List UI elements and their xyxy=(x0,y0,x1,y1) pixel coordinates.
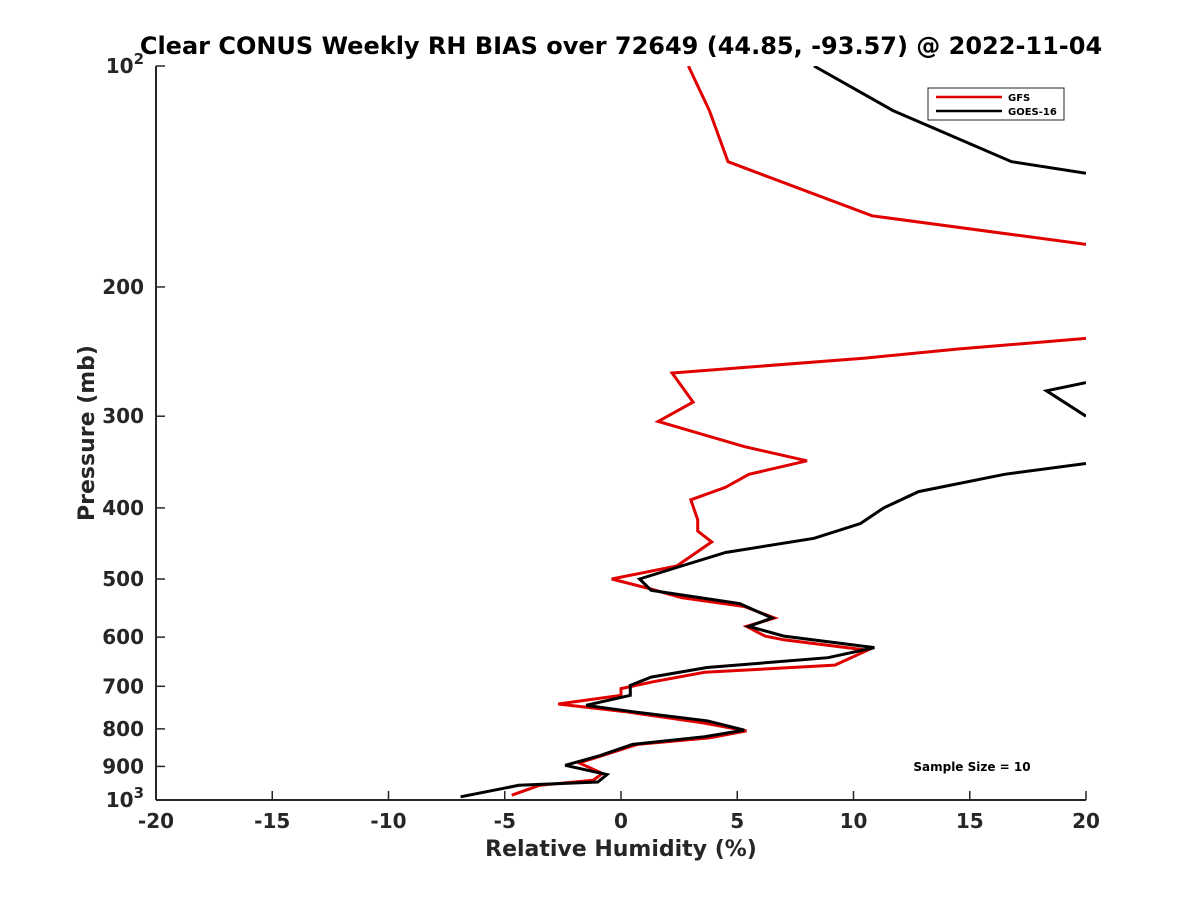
x-tick-label: -10 xyxy=(370,809,406,833)
y-tick-label: 300 xyxy=(102,404,144,428)
legend-label-goes16: GOES-16 xyxy=(1008,107,1057,118)
y-tick-label: 102 xyxy=(106,50,144,78)
x-tick-label: 20 xyxy=(1072,809,1100,833)
x-tick-label: 5 xyxy=(730,809,744,833)
y-tick-label: 400 xyxy=(102,496,144,520)
x-tick-label: 10 xyxy=(840,809,868,833)
x-tick-label: -15 xyxy=(254,809,290,833)
y-tick-label: 200 xyxy=(102,275,144,299)
y-tick-label: 900 xyxy=(102,754,144,778)
y-axis-label: Pressure (mb) xyxy=(75,345,100,521)
plot-area xyxy=(156,66,1086,800)
legend-label-gfs: GFS xyxy=(1008,93,1030,104)
legend: GFS GOES-16 xyxy=(927,87,1065,121)
x-tick-label: -20 xyxy=(138,809,174,833)
series-line-goes16 xyxy=(460,66,1086,799)
y-tick-label: 500 xyxy=(102,567,144,591)
y-tick-label: 700 xyxy=(102,674,144,698)
x-tick-label: 15 xyxy=(956,809,984,833)
sample-size-annotation: Sample Size = 10 xyxy=(913,760,1030,774)
series-layer xyxy=(460,66,1086,799)
y-tick-label: 800 xyxy=(102,717,144,741)
y-ticks: 102 200 300 400 500 600 700 800 900 103 xyxy=(102,50,165,812)
x-tick-label: -5 xyxy=(494,809,516,833)
y-tick-label: 600 xyxy=(102,625,144,649)
chart-title: Clear CONUS Weekly RH BIAS over 72649 (4… xyxy=(140,32,1102,60)
legend-box xyxy=(927,87,1065,121)
y-tick-label: 103 xyxy=(106,784,144,812)
x-axis-label: Relative Humidity (%) xyxy=(485,837,757,862)
x-ticks: -20 -15 -10 -5 0 5 10 15 20 xyxy=(138,791,1100,833)
x-tick-label: 0 xyxy=(614,809,628,833)
